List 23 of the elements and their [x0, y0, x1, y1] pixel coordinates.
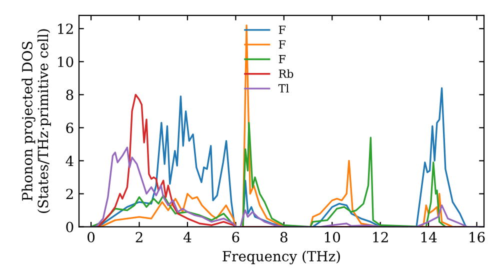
x-tick-label: 16	[470, 232, 485, 242]
legend-label: F	[278, 40, 286, 48]
y-tick-label: 2	[66, 188, 73, 200]
y-tick-label: 0	[66, 222, 74, 232]
y-tick-label: 10	[58, 56, 74, 68]
x-tick-label: 6	[232, 232, 240, 242]
x-tick-label: 8	[280, 232, 288, 242]
y-tick-label: 8	[66, 90, 74, 100]
x-tick-label: 4	[183, 232, 192, 242]
x-tick-label: 2	[136, 232, 142, 242]
y-axis-title: Phonon projected DOS (States/THz·primitive cell)	[22, 29, 51, 213]
x-tick-label: 0	[88, 232, 95, 242]
y-tick-label: 6	[66, 122, 74, 134]
legend-label: Rb	[278, 69, 294, 78]
legend-label: F	[278, 26, 286, 34]
legend-label: Tl	[278, 84, 289, 92]
legend-label: F	[278, 55, 286, 64]
x-axis-title: Frequency (THz)	[222, 250, 340, 264]
y-tick-label: 12	[58, 24, 73, 34]
y-tick-label: 4	[66, 156, 74, 166]
x-tick-label: 14	[421, 232, 437, 242]
x-tick-label: 12	[373, 232, 388, 242]
x-tick-label: 10	[324, 232, 340, 242]
